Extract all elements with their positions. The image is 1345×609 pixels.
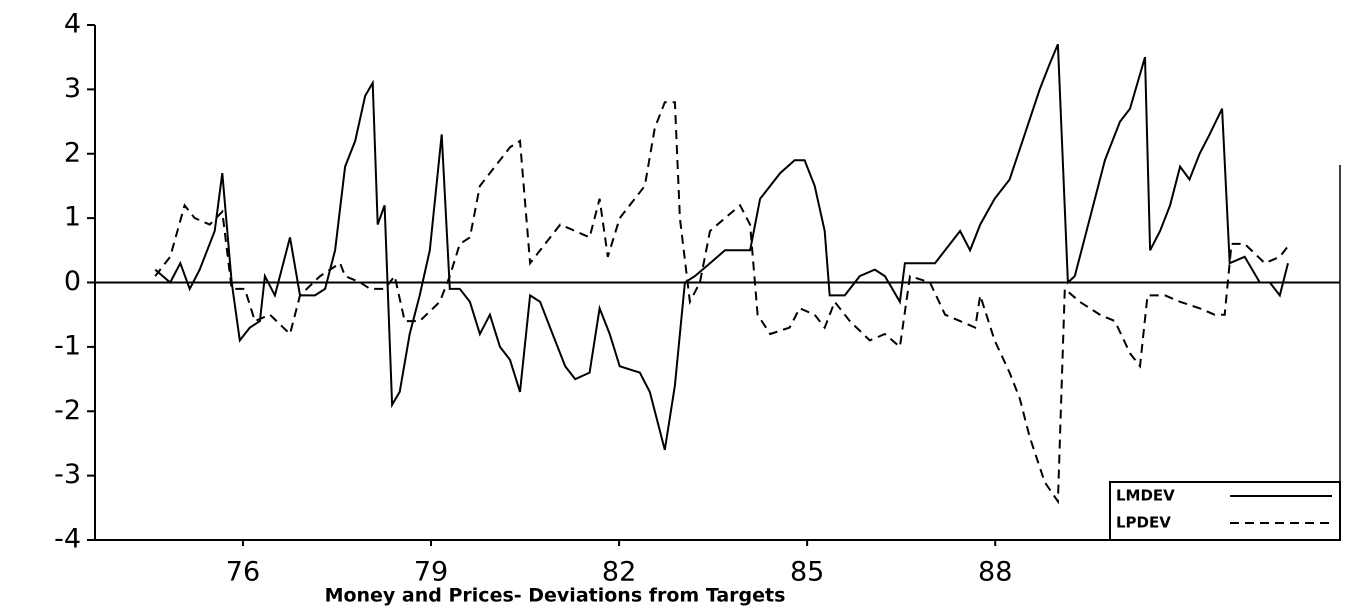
x-tick-label: 76 <box>226 557 260 588</box>
legend-box <box>1109 481 1341 541</box>
chart-title: Money and Prices- Deviations from Target… <box>325 585 786 607</box>
y-tick-label: 0 <box>64 266 81 297</box>
x-tick-label: 85 <box>790 557 824 588</box>
y-tick-label: 2 <box>64 137 81 168</box>
y-tick-label: 3 <box>64 73 81 104</box>
x-tick-label: 79 <box>414 557 448 588</box>
y-tick-label: -4 <box>54 524 81 555</box>
y-tick-label: -1 <box>54 330 81 361</box>
y-tick-label: 1 <box>64 202 81 233</box>
data-line <box>154 101 1291 505</box>
y-tick-label: -2 <box>54 395 81 426</box>
y-tick-label: 4 <box>64 9 81 40</box>
x-tick-label: 88 <box>978 557 1012 588</box>
data-line <box>154 43 1289 451</box>
legend-label: LPDEV <box>1116 514 1171 532</box>
y-tick-label: -3 <box>54 459 81 490</box>
x-tick-label: 82 <box>602 557 636 588</box>
legend-label: LMDEV <box>1116 487 1175 505</box>
